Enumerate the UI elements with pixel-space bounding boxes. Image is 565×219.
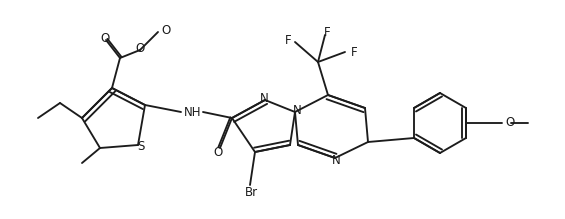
Text: O: O	[214, 147, 223, 159]
Text: N: N	[293, 104, 301, 117]
Text: S: S	[137, 140, 145, 152]
Text: F: F	[324, 25, 331, 39]
Text: N: N	[260, 92, 268, 104]
Text: O: O	[136, 42, 145, 55]
Text: F: F	[351, 46, 358, 60]
Text: Br: Br	[245, 185, 258, 198]
Text: F: F	[284, 35, 291, 48]
Text: N: N	[332, 154, 340, 168]
Text: O: O	[505, 117, 514, 129]
Text: O: O	[161, 25, 170, 37]
Text: NH: NH	[184, 106, 202, 118]
Text: O: O	[101, 32, 110, 46]
